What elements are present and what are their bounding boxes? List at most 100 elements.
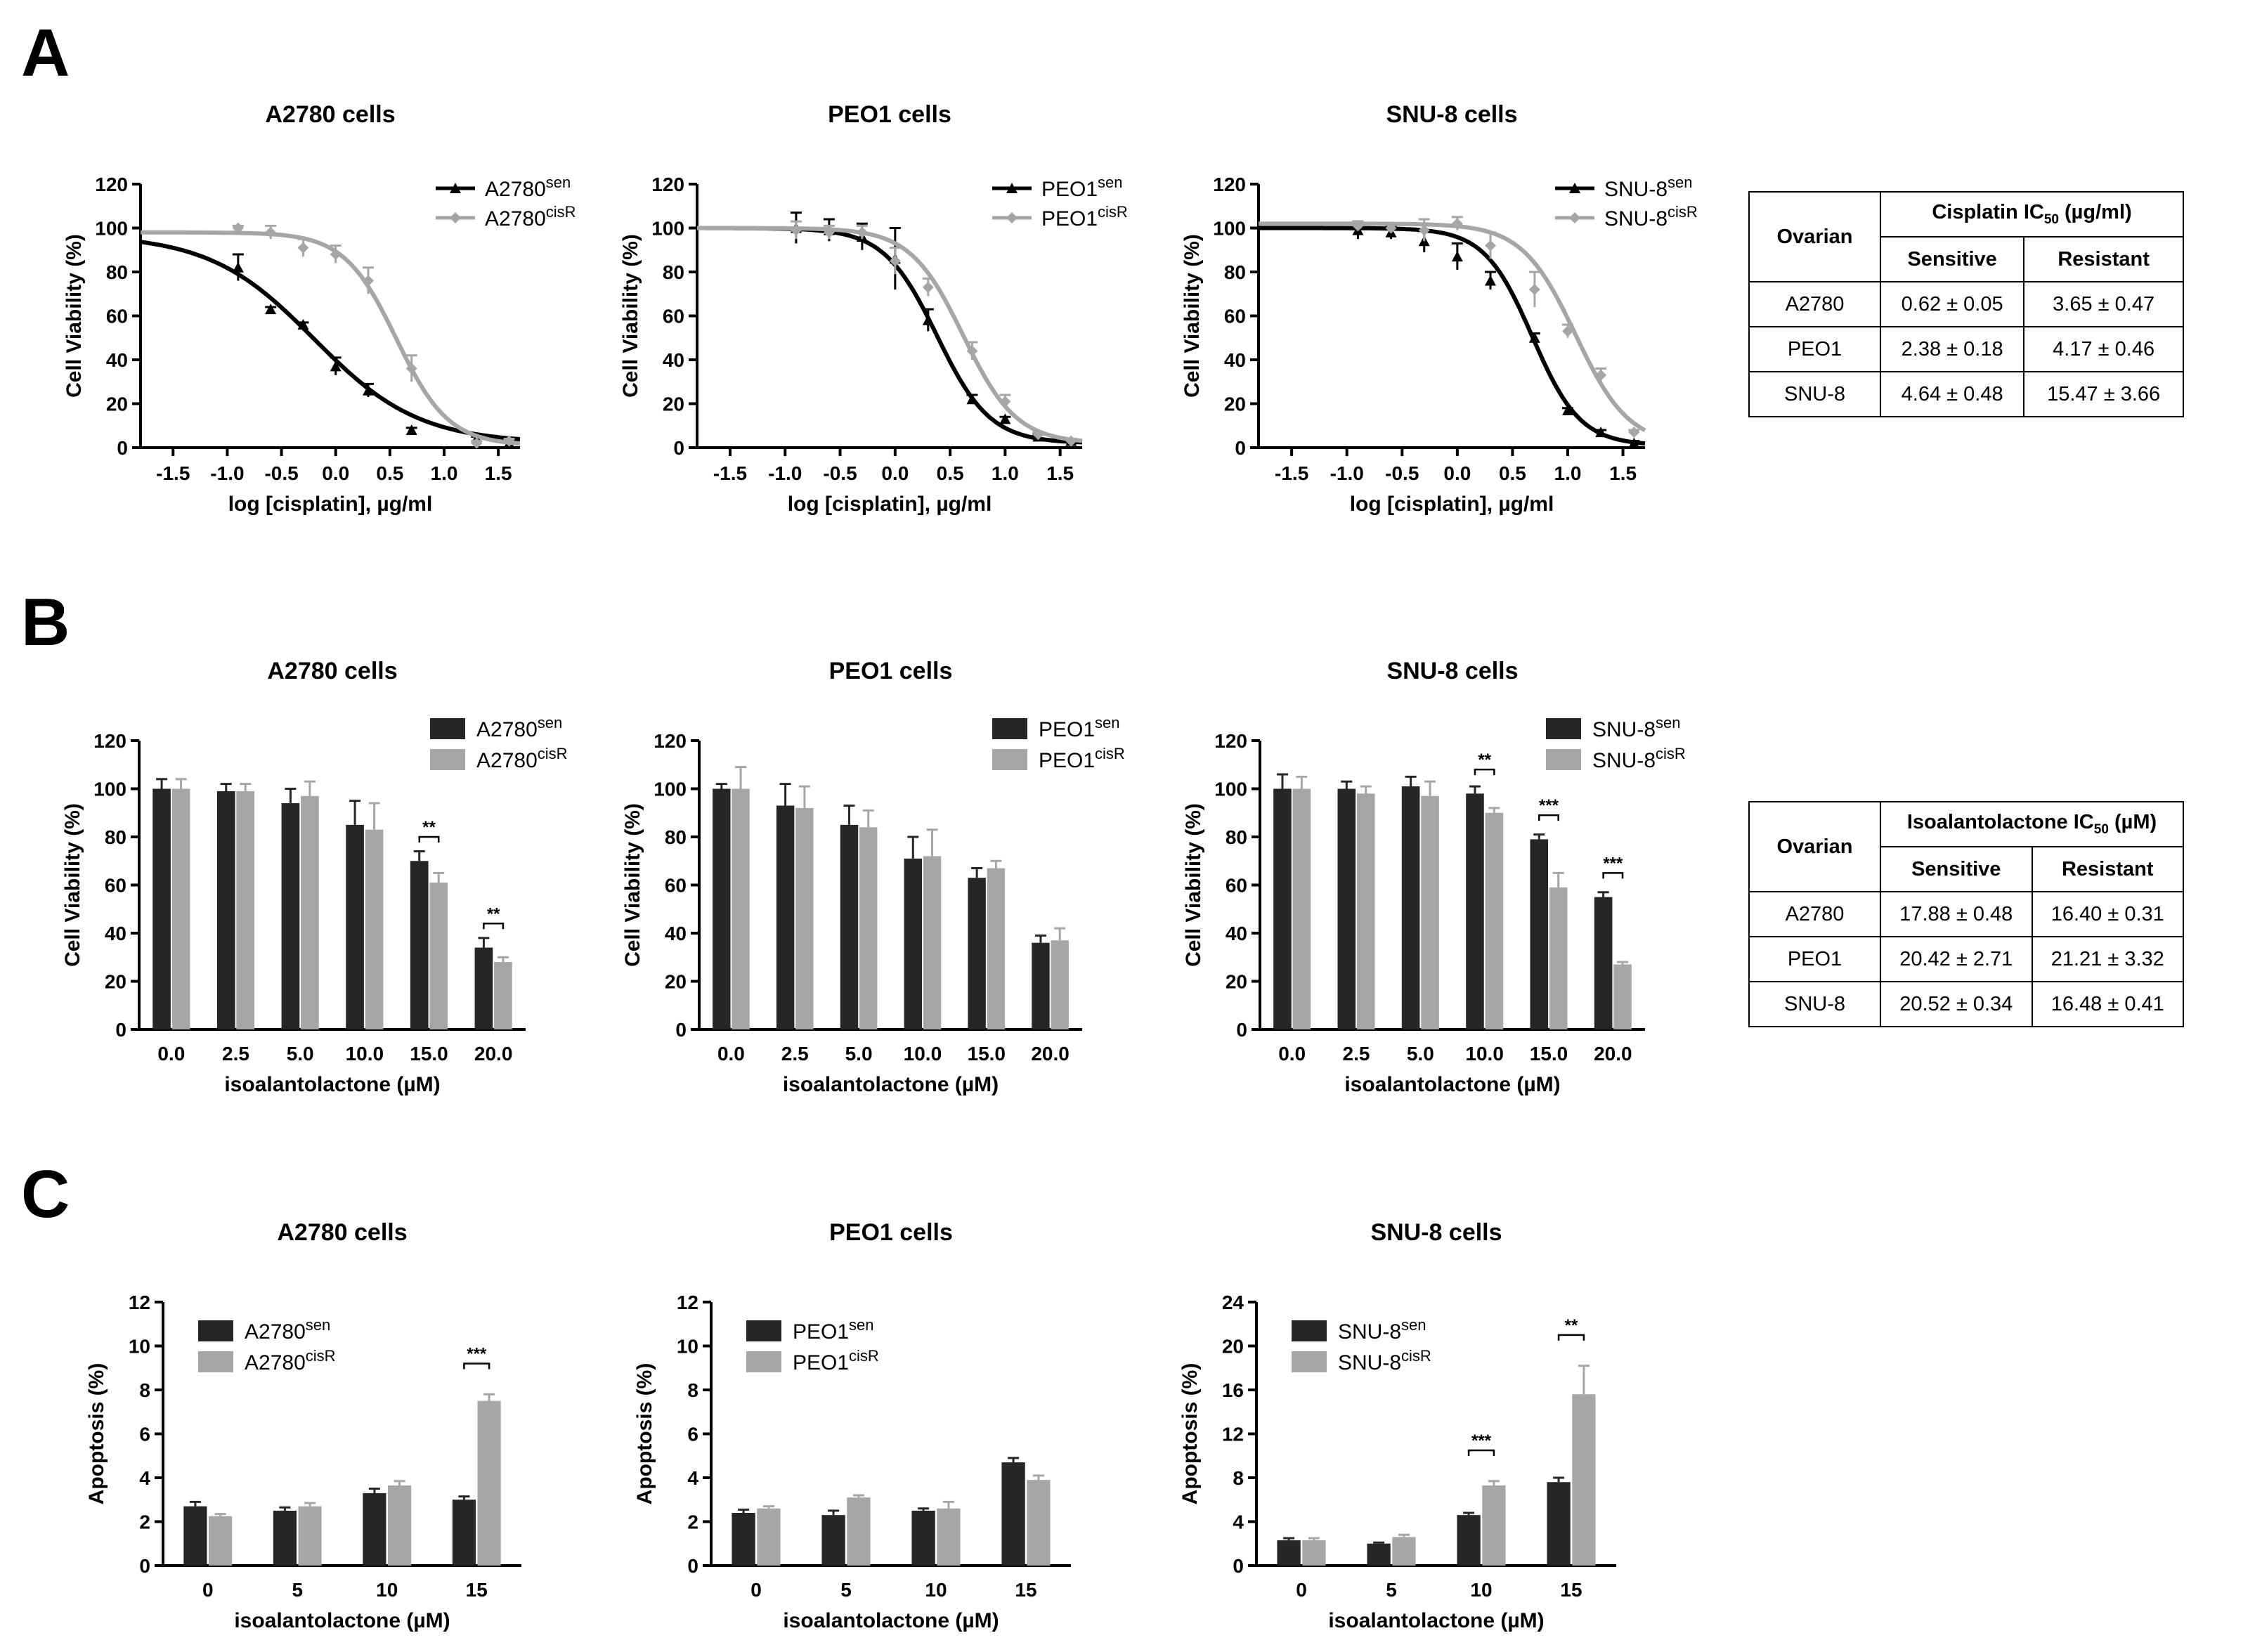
x-tick-label: 2.5	[222, 1043, 249, 1065]
bar-sen	[1457, 1515, 1481, 1566]
significance-label: **	[1565, 1316, 1578, 1335]
table-group-header: Cisplatin IC50 (µg/ml)	[1880, 191, 2184, 238]
bar-sen	[452, 1500, 476, 1566]
x-tick-label: -0.5	[823, 462, 857, 484]
y-axis-label: Apoptosis (%)	[633, 1363, 656, 1505]
table-cell: 17.88 ± 0.48	[1880, 891, 2033, 937]
table-row: A2780 17.88 ± 0.48 16.40 ± 0.31	[1748, 891, 2184, 937]
x-tick-label: 0.0	[717, 1043, 745, 1065]
data-point-sen	[330, 360, 342, 372]
data-point-cisR	[1451, 218, 1463, 230]
data-point-cisR	[297, 242, 309, 254]
table-corner: Ovarian	[1748, 801, 1881, 892]
x-tick-label: 5	[1386, 1579, 1397, 1601]
legend-label: PEO1sen	[1041, 174, 1123, 202]
x-tick-label: 10	[1470, 1579, 1492, 1601]
x-tick-label: 0.5	[937, 462, 964, 484]
bar-cisR	[1292, 788, 1311, 1029]
bar-sen	[1401, 786, 1420, 1029]
y-axis-label: Cell Viability (%)	[621, 803, 644, 967]
data-point-sen	[922, 314, 934, 325]
data-point-cisR	[790, 224, 802, 236]
significance-bracket	[418, 835, 440, 843]
fit-curve-cisR	[141, 230, 521, 446]
legend-label: SNU-8sen	[1592, 714, 1681, 742]
y-tick-label: 40	[1224, 349, 1246, 371]
x-tick-label: 10.0	[346, 1043, 384, 1065]
y-tick-label: 20	[1226, 971, 1247, 993]
y-tick-label: 12	[677, 1292, 698, 1313]
bar-sen	[732, 1513, 755, 1566]
table-cell: 15.47 ± 3.66	[2023, 371, 2184, 417]
bar-cisR	[298, 1506, 322, 1566]
y-tick-label: 0	[115, 1019, 126, 1041]
x-tick-label: 1.0	[992, 462, 1019, 484]
y-tick-label: 20	[1224, 394, 1246, 415]
x-axis-label: log [cisplatin], µg/ml	[788, 493, 992, 516]
bar-cisR	[429, 883, 448, 1029]
legend-swatch	[198, 1351, 233, 1372]
bar-sen	[1466, 793, 1484, 1029]
bar-cisR	[1572, 1394, 1596, 1566]
legend-swatch	[430, 718, 465, 739]
legend-swatch	[430, 749, 465, 770]
table-row: SNU-8 20.52 ± 0.34 16.48 ± 0.41	[1748, 981, 2184, 1027]
y-tick-label: 0	[673, 437, 684, 459]
y-tick-label: 20	[106, 394, 128, 415]
bar-cisR	[171, 788, 190, 1029]
y-tick-label: 80	[663, 261, 684, 283]
y-tick-label: 0	[117, 437, 128, 459]
y-axis-label: Cell Viability (%)	[61, 803, 84, 967]
significance-bracket	[463, 1362, 490, 1370]
y-tick-label: 120	[95, 174, 128, 195]
y-tick-label: 4	[139, 1467, 150, 1489]
y-tick-label: 20	[665, 971, 687, 993]
legend-swatch	[198, 1320, 233, 1341]
legend-swatch	[746, 1351, 781, 1372]
legend-marker	[1006, 212, 1018, 223]
bar-cisR	[1051, 940, 1069, 1029]
x-axis-label: isoalantolactone (µM)	[783, 1073, 999, 1096]
legend-marker	[450, 183, 461, 193]
legend-label: A2780cisR	[485, 203, 576, 231]
bar-sen	[1530, 839, 1549, 1029]
legend-label: SNU-8cisR	[1338, 1347, 1431, 1375]
legend-marker	[450, 212, 461, 223]
bar-cisR	[1392, 1537, 1416, 1566]
bar-sen	[216, 791, 235, 1029]
x-tick-label: 15	[1015, 1579, 1036, 1601]
table-cell: 2.38 ± 0.18	[1879, 326, 2025, 372]
significance-bracket	[1602, 872, 1624, 879]
table-cell: PEO1	[1748, 936, 1881, 982]
x-tick-label: 5	[292, 1579, 303, 1601]
data-point-sen	[966, 394, 978, 405]
bar-sen	[410, 861, 429, 1029]
chart-title: A2780 cells	[277, 1219, 407, 1246]
x-tick-label: 0	[750, 1579, 762, 1601]
y-tick-label: 0	[675, 1019, 687, 1041]
bar-cisR	[494, 962, 512, 1029]
x-tick-label: 20.0	[474, 1043, 513, 1065]
column-header-resistant: Resistant	[2023, 236, 2184, 282]
legend-label: A2780sen	[485, 174, 571, 202]
bar-cisR	[1356, 793, 1375, 1029]
legend-marker	[1569, 183, 1580, 193]
data-point-sen	[405, 424, 417, 435]
y-axis-label: Cell Viability (%)	[619, 234, 642, 398]
y-tick-label: 100	[95, 218, 128, 240]
x-tick-label: -0.5	[1385, 462, 1419, 484]
significance-bracket	[1538, 814, 1559, 821]
bar-sen	[346, 824, 364, 1029]
bar-sen	[152, 788, 171, 1029]
bar-cisR	[859, 827, 878, 1029]
data-point-cisR	[1485, 240, 1496, 252]
chart-title: PEO1 cells	[829, 1219, 953, 1246]
legend-label: PEO1cisR	[793, 1347, 879, 1375]
bar-sen	[911, 1510, 935, 1566]
bar-cisR	[1302, 1540, 1326, 1566]
significance-bracket	[1474, 768, 1495, 776]
x-tick-label: 15.0	[968, 1043, 1006, 1065]
legend-swatch	[1546, 718, 1581, 739]
bar-sen	[1547, 1482, 1571, 1566]
